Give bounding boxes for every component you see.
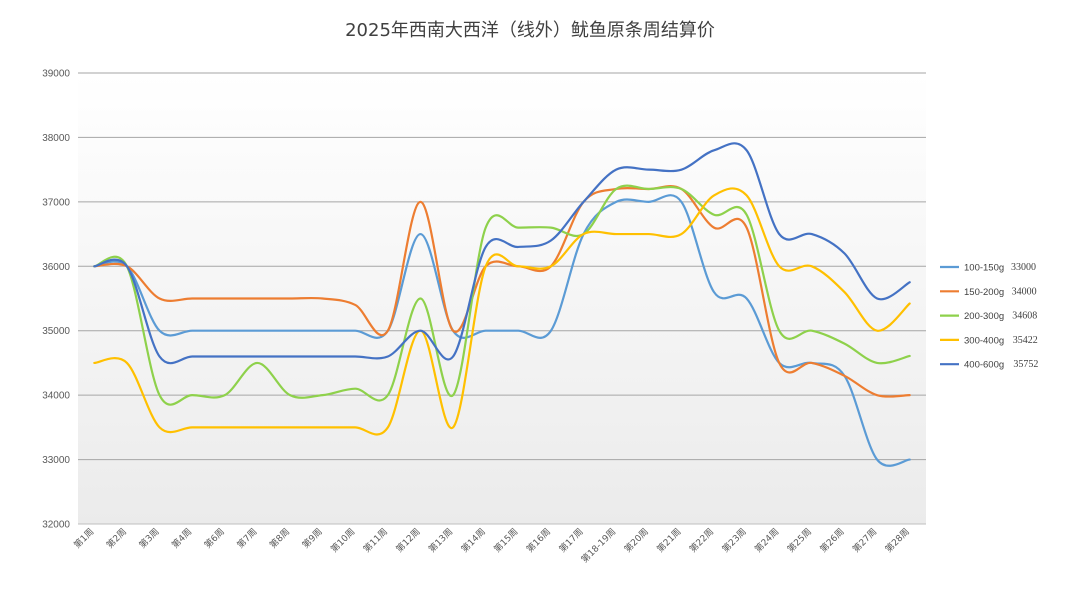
y-tick-label: 36000	[42, 262, 70, 273]
legend-label: 300-400g	[964, 335, 1004, 346]
y-tick-label: 35000	[42, 326, 70, 337]
y-tick-label: 37000	[42, 197, 70, 208]
legend-value: 34000	[1012, 286, 1037, 297]
series-line-400-600g	[93, 142, 911, 365]
legend-label: 150-200g	[964, 287, 1004, 298]
legend-label: 400-600g	[964, 360, 1004, 371]
y-tick-label: 32000	[42, 520, 70, 531]
gridlines	[78, 72, 926, 525]
y-tick-label: 38000	[42, 133, 70, 144]
legend-value: 33000	[1011, 262, 1036, 273]
series-lines	[93, 142, 911, 467]
y-tick-label: 34000	[42, 391, 70, 402]
y-tick-label: 39000	[42, 69, 70, 80]
legend-value: 34608	[1012, 311, 1037, 322]
series-line-200-300g	[93, 184, 911, 406]
y-tick-label: 33000	[42, 455, 70, 466]
legend-value: 35752	[1013, 359, 1038, 370]
legend-label: 200-300g	[964, 311, 1004, 322]
legend-value: 35422	[1013, 335, 1038, 346]
series-line-300-400g	[93, 187, 911, 436]
series-line-150-200g	[93, 185, 911, 398]
series-line-100-150g	[93, 194, 911, 467]
legend-label: 100-150g	[964, 263, 1004, 274]
chart-title: 2025年西南大西洋（线外）鱿鱼原条周结算价	[345, 20, 715, 41]
y-axis-tick-labels: 32000 33000 34000 35000 36000 37000 38000 39000	[42, 69, 70, 531]
legend: 100-150g 33000 150-200g 34000 200-300g 34608 3…	[940, 262, 1038, 371]
